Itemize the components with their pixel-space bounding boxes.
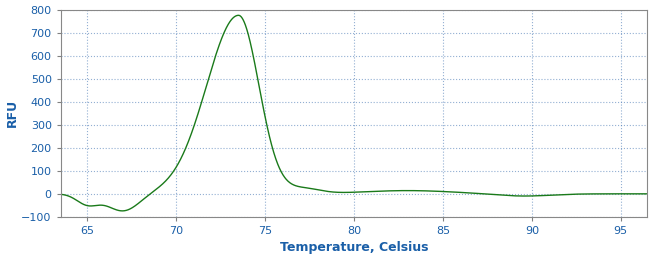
Y-axis label: RFU: RFU (6, 99, 18, 127)
X-axis label: Temperature, Celsius: Temperature, Celsius (280, 242, 428, 255)
